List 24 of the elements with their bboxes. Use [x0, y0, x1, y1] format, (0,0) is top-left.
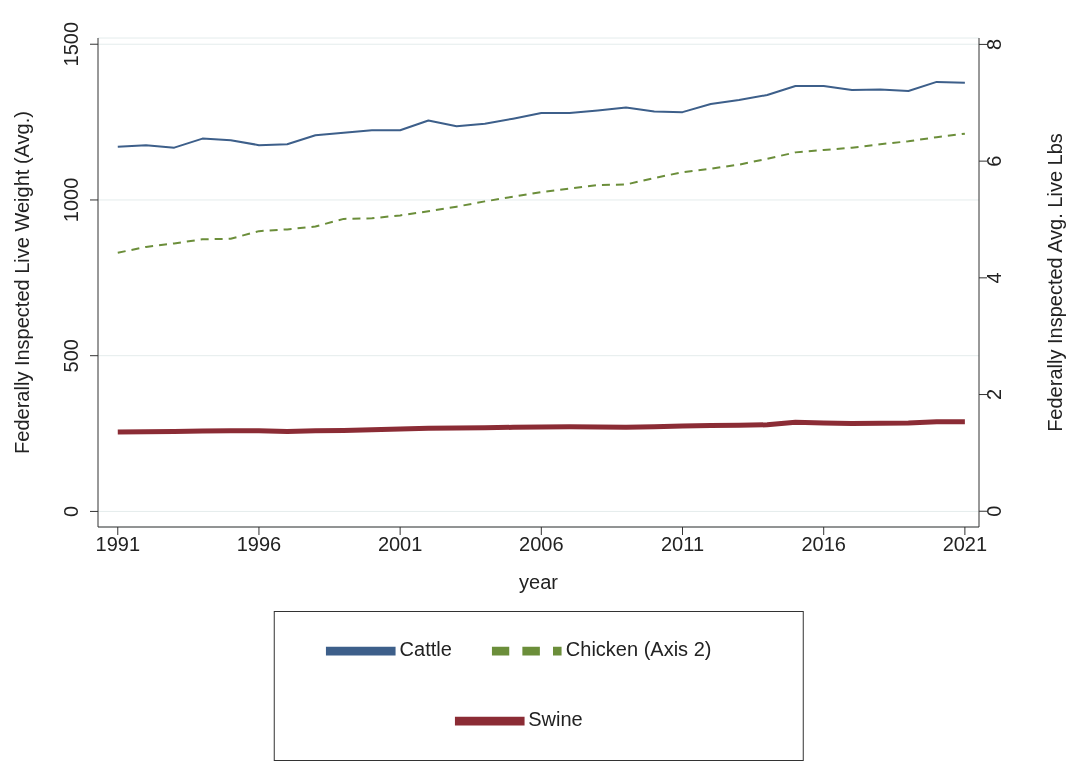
- x-tick-label: 2021: [942, 533, 988, 556]
- y2-tick-label: 8: [983, 38, 1005, 50]
- y-tick-label: 1000: [60, 177, 82, 223]
- legend-label: Chicken (Axis 2): [565, 638, 712, 661]
- y2-tick-label: 0: [983, 505, 1005, 517]
- y-tick-label: 500: [60, 339, 82, 373]
- x-tick-label: 1996: [236, 533, 282, 556]
- y-tick-label: 0: [60, 505, 82, 517]
- x-axis-title: year: [519, 571, 559, 593]
- y-axis-title: Federally Inspected Live Weight (Avg.): [11, 111, 34, 454]
- y2-axis-title: Federally Inspected Avg. Live Lbs: [1044, 133, 1067, 432]
- legend-label: Cattle: [399, 638, 452, 661]
- line-series: [116, 132, 966, 254]
- x-tick-label: 2001: [377, 533, 423, 556]
- y-tick-label: 1500: [60, 21, 82, 67]
- y2-tick-label: 6: [983, 155, 1005, 167]
- y2-tick-label: 2: [983, 388, 1005, 401]
- y2-tick-label: 4: [983, 272, 1005, 284]
- x-tick-label: 2006: [519, 533, 564, 556]
- line-series: [116, 80, 966, 149]
- x-tick-label: 2016: [801, 533, 846, 556]
- x-tick-label: 1991: [95, 533, 141, 556]
- legend-label: Swine: [528, 708, 583, 731]
- x-tick-label: 2011: [661, 533, 705, 556]
